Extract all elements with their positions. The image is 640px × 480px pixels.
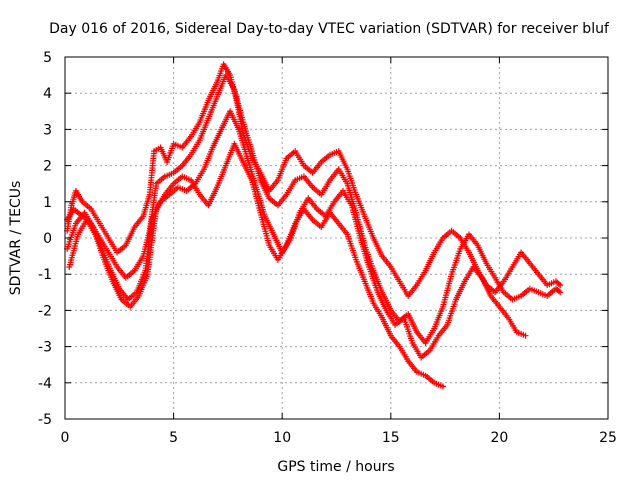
y-tick-label: 5 bbox=[43, 50, 52, 66]
x-tick-label: 0 bbox=[61, 430, 70, 446]
y-tick-label: -2 bbox=[38, 303, 52, 319]
y-tick-label: -1 bbox=[38, 267, 52, 283]
data-points bbox=[64, 61, 564, 390]
y-tick-label: 4 bbox=[43, 86, 52, 102]
y-tick-label: 2 bbox=[43, 159, 52, 175]
data-point bbox=[522, 332, 529, 339]
x-tick-label: 10 bbox=[273, 430, 291, 446]
y-tick-label: -3 bbox=[38, 340, 52, 356]
y-tick-label: 3 bbox=[43, 122, 52, 138]
series-sat-track-4 bbox=[66, 140, 446, 390]
y-tick-labels: 5 4 3 2 1 0 -1 -2 -3 -4 -5 bbox=[38, 50, 52, 428]
x-axis-label: GPS time / hours bbox=[277, 459, 394, 475]
axis-ticks bbox=[64, 56, 609, 420]
x-tick-labels: 0 5 10 15 20 25 bbox=[61, 430, 617, 446]
x-tick-label: 15 bbox=[382, 430, 400, 446]
data-point bbox=[557, 289, 564, 296]
x-tick-label: 25 bbox=[599, 430, 617, 446]
series-sat-track-2 bbox=[64, 72, 564, 346]
data-point bbox=[557, 282, 564, 289]
y-tick-label: -4 bbox=[38, 376, 52, 392]
chart-title: Day 016 of 2016, Sidereal Day-to-day VTE… bbox=[49, 21, 610, 37]
x-tick-label: 5 bbox=[169, 430, 178, 446]
y-tick-label: -5 bbox=[38, 412, 52, 428]
y-tick-label: 0 bbox=[43, 231, 52, 247]
data-point bbox=[439, 383, 446, 390]
y-axis-label: SDTVAR / TECUs bbox=[8, 181, 24, 296]
x-tick-label: 20 bbox=[490, 430, 508, 446]
y-tick-label: 1 bbox=[43, 195, 52, 211]
